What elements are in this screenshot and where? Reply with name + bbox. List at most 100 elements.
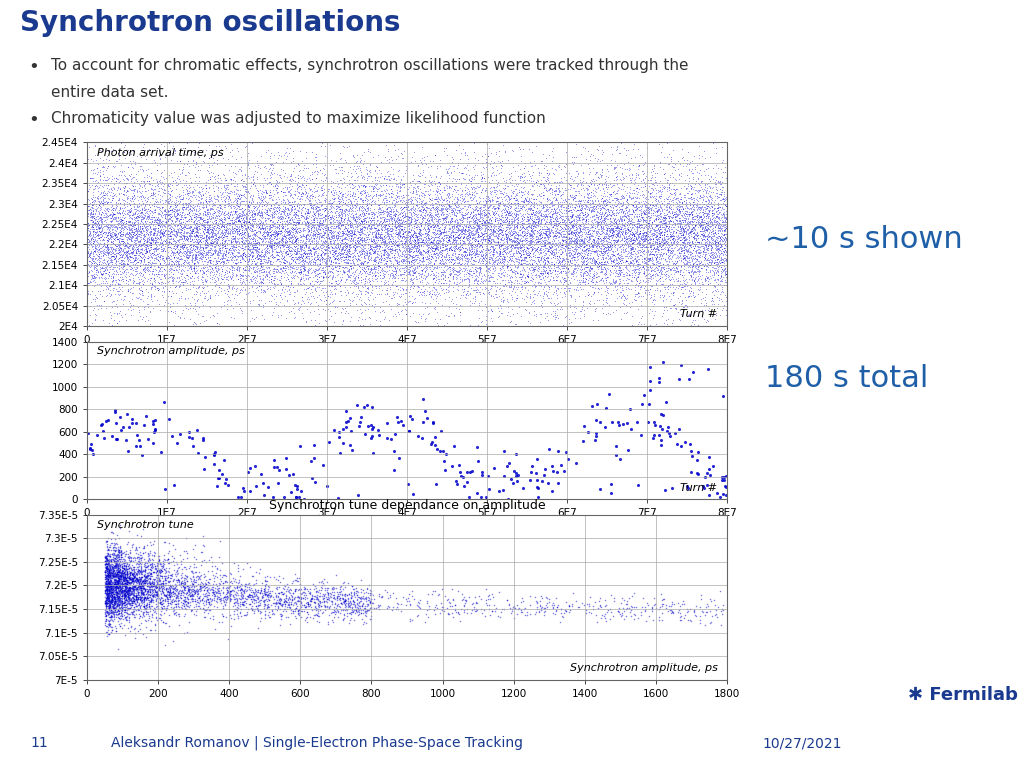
Point [463,175,479,187]
Point [608,217,625,229]
Point [314,207,331,220]
Point [93,237,110,250]
Point [494,195,510,207]
Point [344,201,360,214]
Point [108,591,124,604]
Point [402,230,419,242]
Point [480,223,497,235]
Point [322,265,338,277]
Point [469,224,485,237]
Point [91,231,108,243]
Point [614,136,631,148]
Point [97,584,114,597]
Point [340,251,356,263]
Point [98,213,115,225]
Point [227,270,244,283]
Point [243,593,259,605]
Point [512,268,528,280]
Point [295,187,311,200]
Point [119,575,135,588]
Point [331,430,347,442]
Point [196,463,212,475]
Point [535,268,551,280]
Point [395,250,412,262]
Point [712,249,728,261]
Point [191,580,208,592]
Point [560,238,577,250]
Point [131,222,147,234]
Point [516,223,532,236]
Point [198,136,214,148]
Point [369,247,385,260]
Point [460,232,476,244]
Point [397,194,414,206]
Point [317,210,334,222]
Point [212,244,228,257]
Point [103,586,120,598]
Point [268,320,285,333]
Point [344,200,360,212]
Point [292,263,308,276]
Point [246,277,262,290]
Point [105,585,122,598]
Point [189,241,206,253]
Point [120,219,136,231]
Point [684,187,700,199]
Point [630,280,646,292]
Point [449,220,465,233]
Point [105,549,122,561]
Point [607,265,624,277]
Point [128,583,144,595]
Point [597,207,613,220]
Point [187,243,204,255]
Point [350,260,367,272]
Point [389,230,406,242]
Point [620,598,636,611]
Point [700,362,717,375]
Point [365,266,381,279]
Point [640,210,656,222]
Point [644,228,660,240]
Point [630,478,646,491]
Point [566,156,583,168]
Point [296,247,312,259]
Point [395,230,412,242]
Point [539,601,555,613]
Point [711,230,727,243]
Point [532,228,549,240]
Point [272,210,289,223]
Point [544,266,560,279]
Point [165,538,181,551]
Point [155,561,171,573]
Point [502,264,518,276]
Point [326,586,342,598]
Point [100,585,117,598]
Point [362,606,379,618]
Point [707,207,723,219]
Point [635,261,651,273]
Point [321,203,337,215]
Point [120,588,136,601]
Point [217,214,233,226]
Point [563,206,580,218]
Point [144,295,161,307]
Point [483,236,500,248]
Point [652,215,669,227]
Point [325,250,341,262]
Point [153,558,169,570]
Point [707,237,723,250]
Point [707,227,723,239]
Point [194,581,210,593]
Point [648,206,665,218]
Point [153,578,169,590]
Point [479,241,496,253]
Point [414,265,430,277]
Point [244,136,260,148]
Point [620,197,636,210]
Point [346,174,362,186]
Point [97,194,114,207]
Point [374,223,390,235]
Point [634,241,650,253]
Point [643,239,659,251]
Point [568,243,585,256]
